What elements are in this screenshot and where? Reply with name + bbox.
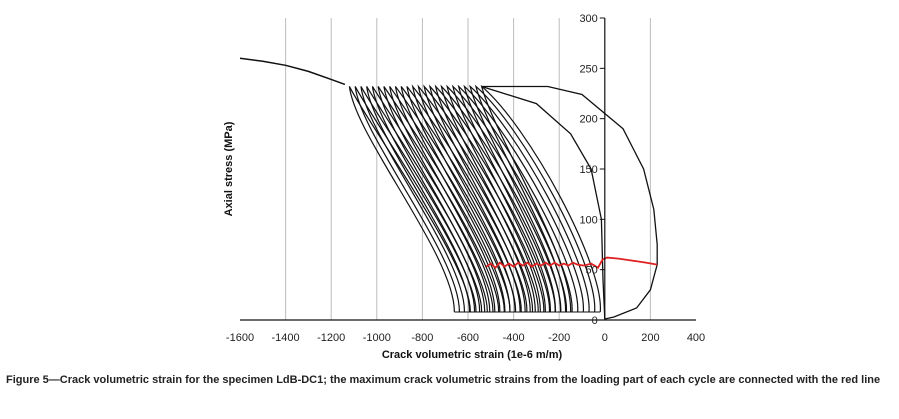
cycle-curve <box>406 86 528 312</box>
cycle-curve <box>354 86 477 312</box>
y-tick-label: 200 <box>579 114 597 126</box>
cycle-curve <box>463 84 584 312</box>
x-tick-label: -1600 <box>226 332 254 344</box>
x-tick-label: 400 <box>687 332 705 344</box>
x-tick-label: -1200 <box>317 332 345 344</box>
virgin-curve-group <box>239 57 346 86</box>
first-cycle-unloading <box>481 85 606 320</box>
y-tick-labels: 0 50 100 150 200 250 300 <box>579 13 597 327</box>
cycle-curve <box>446 84 567 312</box>
max-strain-line <box>485 256 658 269</box>
y-tick-label: 0 <box>592 315 598 327</box>
cycle-curve <box>389 86 511 312</box>
figure-caption: Figure 5—Crack volumetric strain for the… <box>6 374 881 386</box>
cycle-curve <box>417 84 539 312</box>
x-tick-label: -200 <box>548 332 570 344</box>
y-tick-label: 100 <box>579 214 597 226</box>
x-tick-label: 0 <box>602 332 608 344</box>
x-tick-label: -600 <box>457 332 479 344</box>
cycle-curve <box>474 84 596 313</box>
x-tick-label: -400 <box>503 332 525 344</box>
x-tick-label: -1400 <box>272 332 300 344</box>
cycle-curve <box>348 86 471 312</box>
x-tick-label: 200 <box>641 332 659 344</box>
y-tick-label: 250 <box>579 63 597 75</box>
virgin-curve <box>239 57 346 86</box>
y-tick-label: 300 <box>579 13 597 25</box>
cycle-curve <box>457 84 579 312</box>
first-cycle-loading <box>481 85 658 320</box>
y-tick-label: 150 <box>579 164 597 176</box>
x-axis-title: Crack volumetric strain (1e-6 m/m) <box>382 349 563 361</box>
cycle-curve <box>411 84 534 312</box>
cycle-curve <box>469 84 590 313</box>
cycle-curve <box>371 86 494 312</box>
cycle-curve <box>366 86 488 312</box>
cycle-curve <box>451 84 573 312</box>
max-strain-line-group <box>485 256 658 269</box>
cycle-curve <box>360 86 483 312</box>
cycle-curve <box>394 86 517 312</box>
cycle-curve <box>440 84 562 312</box>
cycle-curves <box>348 84 658 320</box>
y-axis-title: Axial stress (MPa) <box>223 121 235 216</box>
chart: -1600 -1400 -1200 -1000 -800 -600 -400 -200 0 200… <box>223 13 705 361</box>
cycle-curve <box>423 84 545 312</box>
x-tick-label: -1000 <box>363 332 391 344</box>
x-tick-labels: -1600 -1400 -1200 -1000 -800 -600 -400 -200 0 200… <box>226 332 705 344</box>
y-tick-label: 50 <box>586 265 598 277</box>
x-tick-label: -800 <box>411 332 433 344</box>
cycle-curve <box>400 86 522 312</box>
axes <box>240 17 696 321</box>
